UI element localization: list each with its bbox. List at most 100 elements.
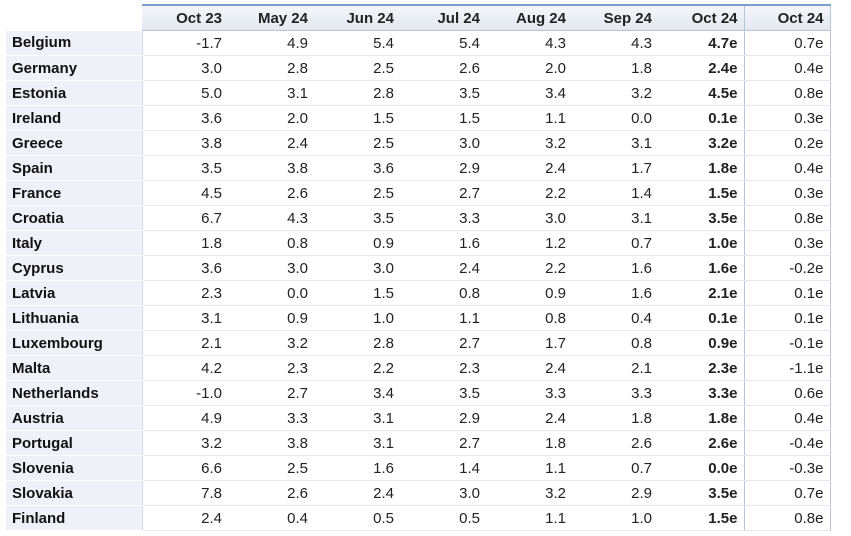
value-cell: 2.7 [400,430,486,456]
value-cell: 0.0 [228,280,314,306]
value-cell: 2.4 [486,405,572,431]
row-label: Slovakia [6,480,142,506]
table-row: Germany 3.0 2.8 2.5 2.6 2.0 1.8 2.4e 0.4e [6,55,831,81]
value-cell: 4.9 [141,405,228,431]
value-cell: 3.5 [400,380,486,406]
row-label: Cyprus [6,255,142,281]
value-cell: 3.0 [228,255,314,281]
value-cell: 3.6 [141,255,228,281]
row-label: Greece [6,130,142,156]
value-cell: 1.6 [572,255,658,281]
value-cell: 1.8 [486,430,572,456]
value-cell: 1.0 [314,305,400,331]
table-row: Latvia 2.3 0.0 1.5 0.8 0.9 1.6 2.1e 0.1e [6,280,831,306]
value-cell: 0.8 [400,280,486,306]
value-cell: 0.4e [743,405,831,431]
value-cell: 3.1 [141,305,228,331]
value-cell: 1.7 [486,330,572,356]
row-label: Estonia [6,80,142,106]
row-label: Belgium [6,30,142,56]
value-cell: 0.5 [400,505,486,531]
value-cell: 1.4 [572,180,658,206]
value-cell: 4.3 [572,30,658,56]
value-cell: 2.5 [314,130,400,156]
column-header: Oct 23 [142,4,228,31]
value-cell: 0.4e [743,55,831,81]
value-cell: 1.1 [486,105,572,131]
value-cell: 2.4 [486,355,572,381]
row-label: Ireland [6,105,142,131]
table-row: Croatia 6.7 4.3 3.5 3.3 3.0 3.1 3.5e 0.8e [6,205,831,231]
value-cell: -0.4e [743,430,831,456]
value-cell: 2.6 [400,55,486,81]
table-row: Ireland 3.6 2.0 1.5 1.5 1.1 0.0 0.1e 0.3e [6,105,831,131]
table-row: Greece 3.8 2.4 2.5 3.0 3.2 3.1 3.2e 0.2e [6,130,831,156]
value-cell: 3.5 [141,155,228,181]
row-label: Austria [6,405,142,431]
value-cell: 0.5 [314,505,400,531]
value-cell: 0.9 [314,230,400,256]
value-cell: 0.7e [743,480,831,506]
value-cell: 2.4e [658,55,744,81]
column-header: Aug 24 [486,4,572,31]
column-header: May 24 [228,4,314,31]
table-row: Italy 1.8 0.8 0.9 1.6 1.2 0.7 1.0e 0.3e [6,230,831,256]
value-cell: 0.3e [743,180,831,206]
corner-cell [6,5,142,31]
value-cell: 0.7 [572,230,658,256]
value-cell: 1.5 [314,280,400,306]
table-row: Luxembourg 2.1 3.2 2.8 2.7 1.7 0.8 0.9e -0.1e [6,330,831,356]
column-header: Oct 24 [658,4,744,31]
value-cell: 0.3e [743,105,831,131]
value-cell: 3.3 [400,205,486,231]
value-cell: 2.8 [314,330,400,356]
value-cell: 2.5 [314,55,400,81]
value-cell: 0.7 [572,455,658,481]
value-cell: 3.4 [486,80,572,106]
column-header: Jun 24 [314,4,400,31]
value-cell: 3.1 [314,430,400,456]
value-cell: 0.9 [228,305,314,331]
row-label: Netherlands [6,380,142,406]
value-cell: 4.9 [228,30,314,56]
value-cell: 1.1 [400,305,486,331]
value-cell: -0.1e [743,330,831,356]
value-cell: 3.0 [486,205,572,231]
value-cell: 1.8 [572,405,658,431]
value-cell: 2.2 [486,255,572,281]
row-label: Italy [6,230,142,256]
value-cell: 0.8 [486,305,572,331]
value-cell: 1.6e [658,255,744,281]
value-cell: -0.3e [743,455,831,481]
value-cell: 3.0 [314,255,400,281]
value-cell: 1.5e [658,505,744,531]
value-cell: 3.8 [228,430,314,456]
value-cell: 2.3e [658,355,744,381]
value-cell: 2.5 [228,455,314,481]
value-cell: 2.6e [658,430,744,456]
table-head: Oct 23 May 24 Jun 24 Jul 24 Aug 24 Sep 24 Oct … [6,4,831,31]
value-cell: 2.4 [141,505,228,531]
column-header: Sep 24 [572,4,658,31]
table-row: Malta 4.2 2.3 2.2 2.3 2.4 2.1 2.3e -1.1e [6,355,831,381]
value-cell: 0.1e [743,305,831,331]
value-cell: 2.4 [314,480,400,506]
value-cell: 0.8e [743,80,831,106]
value-cell: 2.3 [400,355,486,381]
value-cell: 3.1 [572,130,658,156]
value-cell: 3.5 [314,205,400,231]
row-label: Latvia [6,280,142,306]
value-cell: 5.4 [400,30,486,56]
value-cell: 0.2e [743,130,831,156]
value-cell: 2.2 [486,180,572,206]
value-cell: 0.8 [572,330,658,356]
value-cell: 3.6 [141,105,228,131]
value-cell: -1.7 [141,30,228,56]
value-cell: 6.6 [141,455,228,481]
table-row: France 4.5 2.6 2.5 2.7 2.2 1.4 1.5e 0.3e [6,180,831,206]
value-cell: 2.7 [228,380,314,406]
value-cell: 1.6 [314,455,400,481]
value-cell: 4.5e [658,80,744,106]
value-cell: 0.0 [572,105,658,131]
value-cell: 1.2 [486,230,572,256]
